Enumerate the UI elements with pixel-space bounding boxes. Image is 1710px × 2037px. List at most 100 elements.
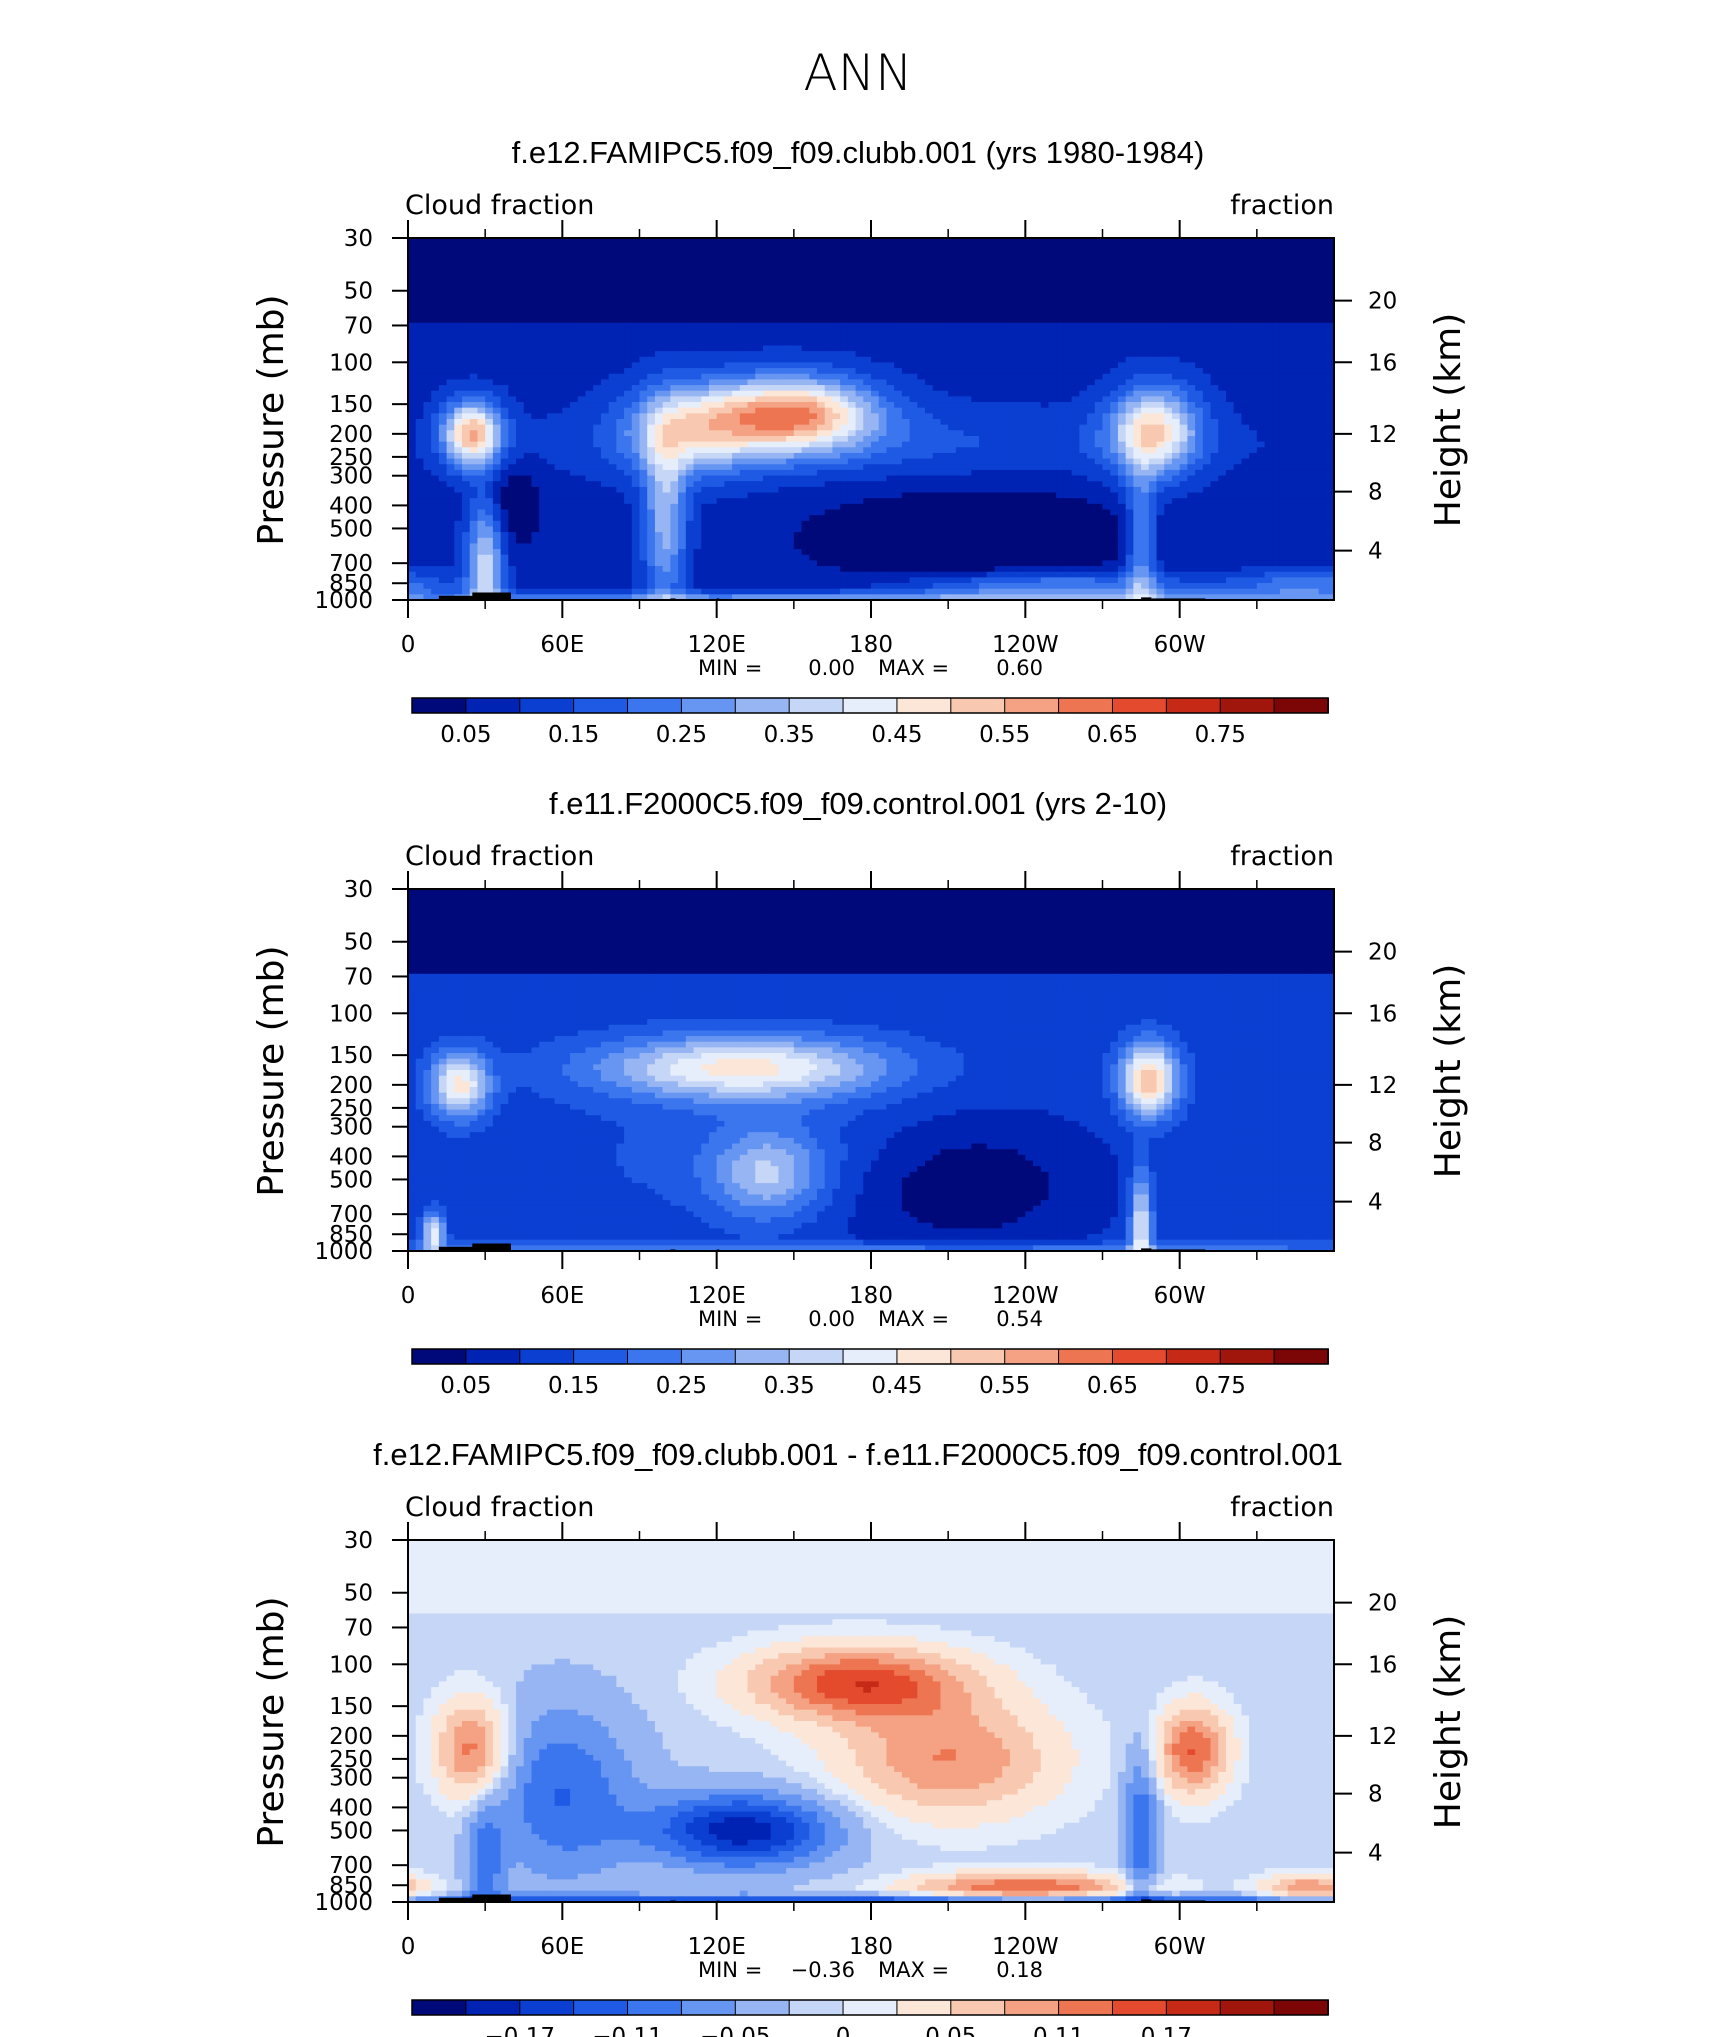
y2-tick-label: 12 [1368,1073,1397,1099]
colorbar-swatch [896,697,952,714]
colorbar-swatch [950,1348,1006,1365]
colorbar-swatch [1273,1348,1329,1365]
y-tick-label: 70 [344,313,373,339]
colorbar-label: 0 [836,2024,851,2037]
colorbar-swatch [950,1999,1006,2016]
colorbar-swatch [411,1348,467,1365]
colorbar-swatch [896,1348,952,1365]
y-tick-label: 50 [344,930,373,956]
colorbar-swatch [1273,697,1329,714]
x-tick-label: 0 [401,632,416,658]
min-value: 0.00 [808,656,855,680]
x-tick-label: 180 [849,632,893,658]
y2-tick-label: 8 [1368,480,1383,506]
y2-tick-label: 4 [1368,539,1383,565]
left-label: Cloud fraction [405,190,594,221]
y2-tick-label: 8 [1368,1782,1383,1808]
colorbar-label: 0.45 [871,722,922,748]
y-tick-label: 200 [329,422,373,448]
contour-fill [408,889,1335,1252]
max-label: MAX = [878,1307,949,1331]
y-tick-label: 150 [329,392,373,418]
colorbar-swatch [1219,697,1276,714]
x-tick-label: 0 [401,1934,416,1960]
season-title: ANN [803,44,912,102]
colorbar-swatch [1165,1348,1222,1365]
x-tick-label: 120E [687,1283,745,1309]
colorbar-swatch [680,697,737,714]
y-tick-label: 500 [329,1818,373,1844]
y2-tick-label: 4 [1368,1841,1383,1867]
y-tick-label: 30 [344,1528,373,1554]
colorbar-swatch [842,697,898,714]
y-tick-label: 250 [329,1747,373,1773]
colorbar-swatch [1004,1999,1060,2016]
colorbar-swatch [573,1999,629,2016]
y-tick-label: 850 [329,1873,373,1899]
colorbar-label: 0.11 [1033,2024,1084,2037]
y2-tick-label: 20 [1368,940,1397,966]
colorbar-swatch [465,697,521,714]
colorbar-swatch [1165,697,1222,714]
colorbar-swatch [1058,1348,1114,1365]
y-tick-label: 30 [344,226,373,252]
colorbar-swatch [1004,1348,1060,1365]
y2-axis-label: Height (km) [1428,313,1469,527]
x-tick-label: 120W [992,632,1059,658]
max-value: 0.60 [996,656,1043,680]
max-label: MAX = [878,656,949,680]
max-value: 0.54 [996,1307,1043,1331]
topography [1141,1248,1152,1251]
contour-fill [408,238,1335,601]
y-axis-label: Pressure (mb) [251,1596,292,1847]
y-tick-label: 100 [329,350,373,376]
contour-fill [408,1540,1335,1903]
topography [472,1894,511,1902]
y-tick-label: 250 [329,445,373,471]
y-tick-label: 200 [329,1073,373,1099]
min-label: MIN = [698,656,762,680]
right-label: fraction [1230,190,1334,221]
min-label: MIN = [698,1958,762,1982]
y-axis-label: Pressure (mb) [251,945,292,1196]
y-tick-label: 70 [344,964,373,990]
colorbar-label: 0.15 [548,1373,599,1399]
colorbar-swatch [788,697,844,714]
topography [498,594,511,600]
min-value: 0.00 [808,1307,855,1331]
topography [498,1896,511,1902]
colorbar-label: 0.55 [979,722,1030,748]
colorbar-label: 0.35 [764,722,815,748]
right-label: fraction [1230,1492,1334,1523]
y-tick-label: 850 [329,1222,373,1248]
right-label: fraction [1230,841,1334,872]
colorbar-swatch [842,1999,898,2016]
colorbar-swatch [1111,1999,1168,2016]
x-tick-label: 120W [992,1934,1059,1960]
colorbar-swatch [734,1999,791,2016]
colorbar-label: −0.05 [700,2024,770,2037]
colorbar-swatch [896,1999,952,2016]
y-tick-label: 1000 [314,588,373,614]
y2-axis-label: Height (km) [1428,1615,1469,1829]
colorbar-label: 0.15 [548,722,599,748]
y2-tick-label: 12 [1368,1724,1397,1750]
colorbar-label: −0.17 [485,2024,555,2037]
topography [1141,1899,1152,1902]
colorbar: 0.05 0.15 0.25 0.35 0.45 0.55 0.65 0.75 [411,1348,1329,1399]
colorbar-swatch [519,1999,575,2016]
y2-tick-label: 16 [1368,350,1397,376]
left-label: Cloud fraction [405,1492,594,1523]
y2-tick-label: 20 [1368,289,1397,315]
colorbar-swatch [734,697,791,714]
colorbar-label: 0.17 [1141,2024,1192,2037]
y2-tick-label: 16 [1368,1001,1397,1027]
x-tick-label: 120E [687,632,745,658]
colorbar-swatch [411,697,467,714]
colorbar-label: 0.75 [1195,722,1246,748]
y-tick-label: 700 [329,551,373,577]
y-tick-label: 300 [329,1766,373,1792]
colorbar-label: 0.45 [871,1373,922,1399]
x-tick-label: 120E [687,1934,745,1960]
